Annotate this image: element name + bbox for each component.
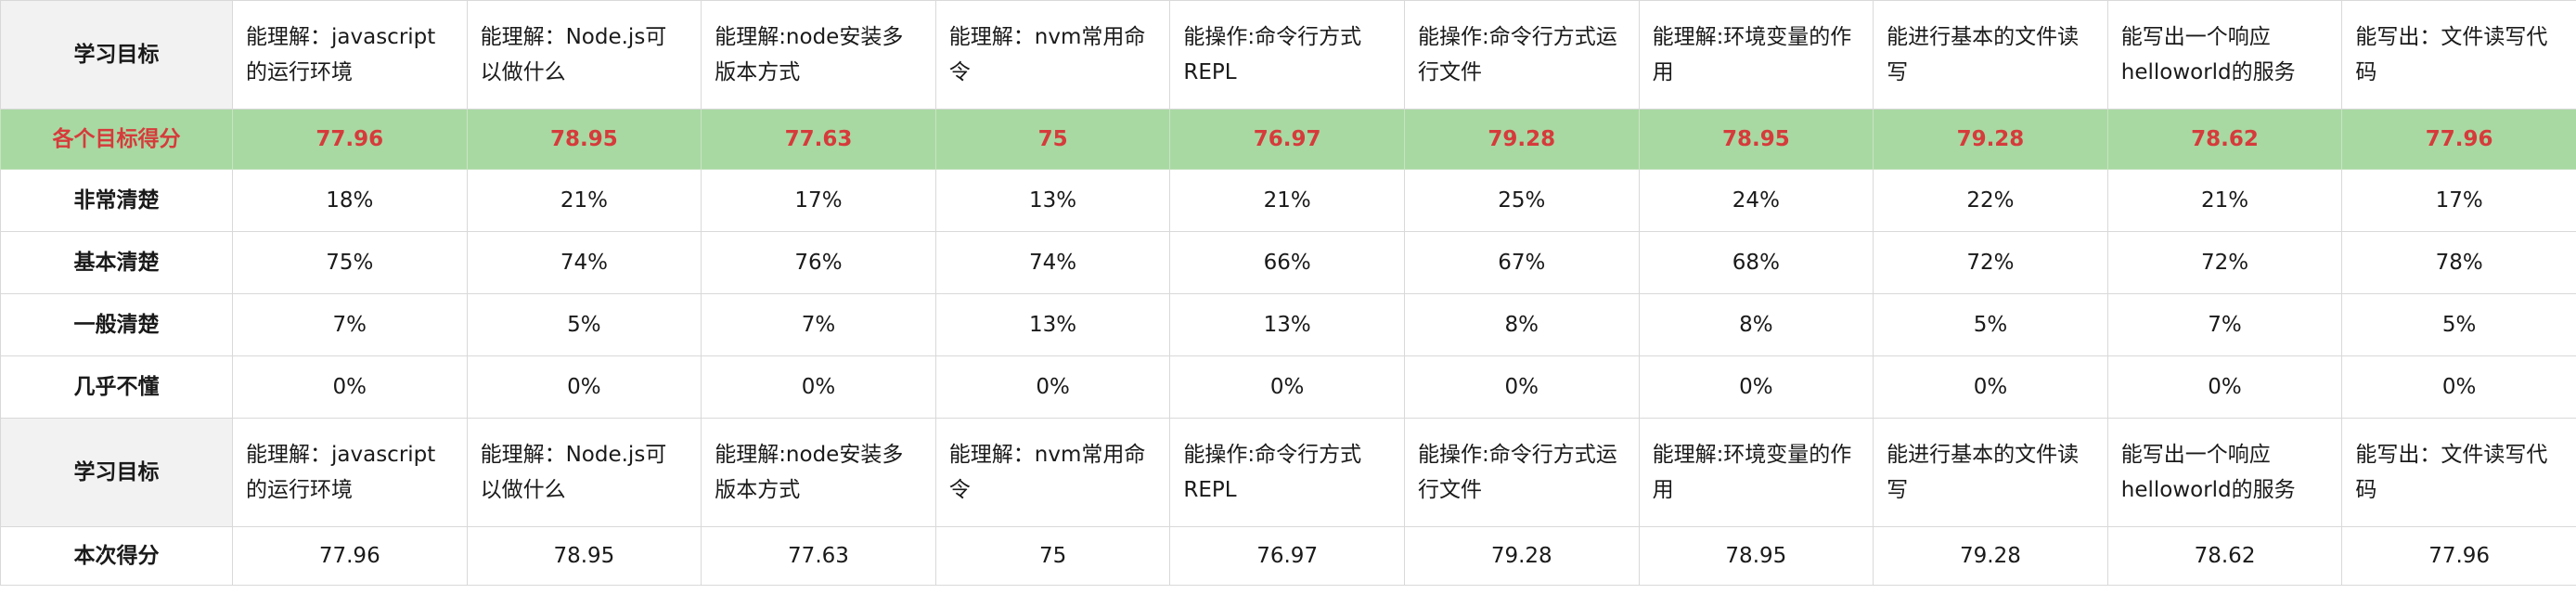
goal-cell[interactable]: 能理解：Node.js可以做什么 (466, 0, 702, 110)
value-cell[interactable]: 24% (1638, 169, 1874, 232)
goal-cell[interactable]: 能理解:环境变量的作用 (1638, 418, 1874, 527)
table-row: 一般清楚 7% 5% 7% 13% 13% 8% 8% 5% 7% 5% (0, 293, 2576, 356)
value-cell[interactable]: 77.63 (701, 109, 936, 170)
value-cell[interactable]: 76.97 (1169, 109, 1405, 170)
value-cell[interactable]: 72% (2106, 231, 2343, 294)
value-cell[interactable]: 13% (934, 293, 1171, 356)
goal-cell[interactable]: 能理解：javascript的运行环境 (232, 0, 468, 110)
table-row: 本次得分 77.96 78.95 77.63 75 76.97 79.28 78.95 79.2… (0, 526, 2576, 586)
value-cell[interactable]: 75 (934, 109, 1171, 170)
value-cell[interactable]: 5% (1873, 293, 2108, 356)
goal-cell[interactable]: 能理解：nvm常用命令 (934, 0, 1171, 110)
row-header[interactable]: 几乎不懂 (0, 355, 233, 419)
value-cell[interactable]: 17% (701, 169, 936, 232)
value-cell[interactable]: 0% (1873, 355, 2108, 419)
value-cell[interactable]: 77.96 (2341, 109, 2576, 170)
value-cell[interactable]: 0% (1403, 355, 1640, 419)
value-cell[interactable]: 78.95 (466, 526, 702, 586)
value-cell[interactable]: 76.97 (1169, 526, 1405, 586)
value-cell[interactable]: 25% (1403, 169, 1640, 232)
value-cell[interactable]: 7% (701, 293, 936, 356)
value-cell[interactable]: 7% (232, 293, 468, 356)
value-cell[interactable]: 0% (1169, 355, 1405, 419)
goal-cell[interactable]: 能操作:命令行方式REPL (1169, 418, 1405, 527)
value-cell[interactable]: 76% (701, 231, 936, 294)
value-cell[interactable]: 78% (2341, 231, 2576, 294)
value-cell[interactable]: 75 (934, 526, 1171, 586)
goal-cell[interactable]: 能理解:node安装多版本方式 (701, 0, 936, 110)
value-cell[interactable]: 79.28 (1873, 526, 2108, 586)
goal-cell[interactable]: 能写出：文件读写代码 (2341, 0, 2576, 110)
goal-cell[interactable]: 能进行基本的文件读写 (1873, 0, 2108, 110)
value-cell[interactable]: 66% (1169, 231, 1405, 294)
value-cell[interactable]: 79.28 (1403, 526, 1640, 586)
value-cell[interactable]: 75% (232, 231, 468, 294)
value-cell[interactable]: 77.63 (701, 526, 936, 586)
value-cell[interactable]: 79.28 (1403, 109, 1640, 170)
value-cell[interactable]: 78.95 (1638, 109, 1874, 170)
value-cell[interactable]: 0% (1638, 355, 1874, 419)
value-cell[interactable]: 5% (2341, 293, 2576, 356)
value-cell[interactable]: 8% (1403, 293, 1640, 356)
value-cell[interactable]: 21% (1169, 169, 1405, 232)
value-cell[interactable]: 78.95 (466, 109, 702, 170)
value-cell[interactable]: 77.96 (2341, 526, 2576, 586)
goal-cell[interactable]: 能理解:环境变量的作用 (1638, 0, 1874, 110)
goal-cell[interactable]: 能进行基本的文件读写 (1873, 418, 2108, 527)
value-cell[interactable]: 7% (2106, 293, 2343, 356)
row-header[interactable]: 基本清楚 (0, 231, 233, 294)
row-header[interactable]: 非常清楚 (0, 169, 233, 232)
value-cell[interactable]: 17% (2341, 169, 2576, 232)
row-header-goal[interactable]: 学习目标 (0, 418, 233, 527)
row-header[interactable]: 本次得分 (0, 526, 233, 586)
value-cell[interactable]: 0% (2106, 355, 2343, 419)
value-cell[interactable]: 21% (466, 169, 702, 232)
goal-cell[interactable]: 能理解：nvm常用命令 (934, 418, 1171, 527)
row-header-goal[interactable]: 学习目标 (0, 0, 233, 110)
value-cell[interactable]: 72% (1873, 231, 2108, 294)
row-header[interactable]: 各个目标得分 (0, 109, 233, 170)
value-cell[interactable]: 0% (701, 355, 936, 419)
value-cell[interactable]: 18% (232, 169, 468, 232)
value-cell[interactable]: 68% (1638, 231, 1874, 294)
value-cell[interactable]: 67% (1403, 231, 1640, 294)
goal-cell[interactable]: 能写出一个响应helloworld的服务 (2106, 418, 2343, 527)
goal-cell[interactable]: 能写出一个响应helloworld的服务 (2106, 0, 2343, 110)
goal-cell[interactable]: 能理解：javascript的运行环境 (232, 418, 468, 527)
table-row: 学习目标 能理解：javascript的运行环境 能理解：Node.js可以做什么能… (0, 0, 2576, 110)
value-cell[interactable]: 79.28 (1873, 109, 2108, 170)
value-cell[interactable]: 77.96 (232, 109, 468, 170)
table-row: 学习目标 能理解：javascript的运行环境 能理解：Node.js可以做什么能… (0, 418, 2576, 527)
value-cell[interactable]: 21% (2106, 169, 2343, 232)
value-cell[interactable]: 74% (934, 231, 1171, 294)
value-cell[interactable]: 78.62 (2106, 109, 2343, 170)
value-cell[interactable]: 74% (466, 231, 702, 294)
value-cell[interactable]: 13% (1169, 293, 1405, 356)
row-header[interactable]: 一般清楚 (0, 293, 233, 356)
value-cell[interactable]: 0% (232, 355, 468, 419)
value-cell[interactable]: 78.62 (2106, 526, 2343, 586)
goal-cell[interactable]: 能操作:命令行方式REPL (1169, 0, 1405, 110)
goal-cell[interactable]: 能写出：文件读写代码 (2341, 418, 2576, 527)
value-cell[interactable]: 22% (1873, 169, 2108, 232)
goal-cell[interactable]: 能操作:命令行方式运行文件 (1403, 0, 1640, 110)
table-row: 非常清楚 18% 21% 17% 13% 21% 25% 24% 22% 21% 17% (0, 169, 2576, 232)
goal-cell[interactable]: 能理解:node安装多版本方式 (701, 418, 936, 527)
table-row: 基本清楚 75% 74% 76% 74% 66% 67% 68% 72% 72% 78% (0, 231, 2576, 294)
value-cell[interactable]: 8% (1638, 293, 1874, 356)
table-row: 几乎不懂 0% 0% 0% 0% 0% 0% 0% 0% 0% 0% (0, 355, 2576, 419)
value-cell[interactable]: 13% (934, 169, 1171, 232)
value-cell[interactable]: 0% (2341, 355, 2576, 419)
goal-cell[interactable]: 能操作:命令行方式运行文件 (1403, 418, 1640, 527)
value-cell[interactable]: 0% (934, 355, 1171, 419)
score-row: 各个目标得分 77.96 78.95 77.63 75 76.97 79.28 78.95 79… (0, 109, 2576, 170)
goal-cell[interactable]: 能理解：Node.js可以做什么 (466, 418, 702, 527)
value-cell[interactable]: 77.96 (232, 526, 468, 586)
value-cell[interactable]: 0% (466, 355, 702, 419)
value-cell[interactable]: 5% (466, 293, 702, 356)
value-cell[interactable]: 78.95 (1638, 526, 1874, 586)
